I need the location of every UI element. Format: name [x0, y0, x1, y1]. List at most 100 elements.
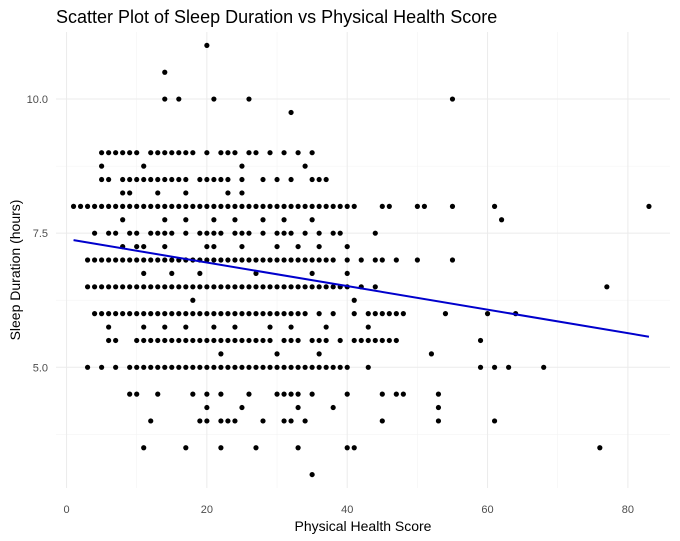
- data-point: [239, 364, 245, 370]
- data-point: [232, 217, 238, 223]
- data-point: [162, 243, 168, 250]
- data-point: [414, 257, 420, 263]
- data-point: [344, 270, 350, 277]
- data-point: [323, 284, 329, 290]
- data-point: [169, 230, 175, 236]
- data-point: [204, 311, 210, 317]
- data-point: [113, 257, 119, 263]
- data-point: [218, 230, 224, 236]
- data-point: [274, 243, 280, 250]
- data-point: [323, 176, 329, 183]
- data-point: [106, 176, 112, 183]
- data-point: [162, 324, 168, 330]
- data-point: [274, 391, 280, 397]
- data-point: [232, 324, 238, 330]
- data-point: [288, 391, 294, 397]
- data-point: [127, 391, 133, 397]
- data-point: [253, 150, 259, 156]
- data-point: [253, 257, 259, 263]
- data-point: [274, 364, 280, 370]
- data-point: [239, 311, 245, 317]
- data-point: [246, 230, 252, 236]
- data-point: [197, 284, 203, 290]
- data-point: [120, 217, 126, 223]
- data-point: [204, 284, 210, 290]
- data-point: [197, 230, 203, 236]
- data-point: [225, 190, 231, 196]
- data-point: [218, 284, 224, 290]
- data-point: [183, 203, 189, 209]
- data-point: [106, 257, 112, 263]
- data-point: [127, 203, 133, 209]
- data-point: [295, 445, 301, 451]
- data-point: [113, 311, 119, 317]
- data-point: [91, 284, 98, 290]
- data-point: [155, 311, 161, 317]
- data-point: [169, 284, 175, 290]
- data-point: [302, 418, 308, 424]
- data-point: [211, 284, 217, 290]
- data-point: [309, 203, 315, 209]
- data-point: [295, 257, 301, 263]
- data-point: [260, 217, 266, 223]
- data-point: [309, 176, 315, 183]
- data-point: [106, 230, 112, 236]
- data-point: [449, 203, 456, 209]
- data-point: [218, 445, 224, 451]
- data-point: [190, 297, 196, 303]
- data-point: [148, 311, 154, 317]
- data-point: [253, 445, 259, 451]
- data-point: [225, 337, 231, 344]
- data-point: [120, 257, 126, 263]
- data-point: [106, 284, 112, 290]
- data-point: [372, 284, 378, 290]
- y-tick-label: 5.0: [33, 362, 48, 374]
- data-point: [169, 270, 175, 277]
- data-point: [176, 311, 182, 317]
- data-point: [288, 109, 294, 116]
- data-point: [267, 364, 273, 370]
- data-point: [372, 311, 378, 317]
- data-point: [344, 203, 350, 209]
- data-point: [246, 203, 252, 209]
- data-point: [204, 404, 210, 411]
- data-point: [99, 150, 105, 156]
- data-point: [386, 311, 392, 317]
- data-point: [127, 176, 133, 183]
- data-point: [197, 418, 203, 424]
- data-point: [400, 311, 406, 317]
- data-point: [134, 150, 140, 156]
- data-point: [274, 176, 280, 183]
- data-point: [99, 284, 105, 290]
- data-point: [190, 284, 196, 290]
- data-point: [141, 163, 147, 169]
- data-point: [428, 351, 435, 357]
- data-point: [162, 311, 168, 317]
- data-point: [106, 337, 112, 344]
- data-point: [218, 418, 224, 424]
- data-point: [337, 230, 343, 236]
- data-point: [197, 311, 203, 317]
- data-point: [99, 163, 105, 169]
- data-point: [260, 230, 266, 236]
- data-point: [141, 257, 147, 263]
- data-point: [148, 230, 154, 236]
- data-point: [162, 337, 168, 344]
- data-point: [197, 176, 203, 183]
- data-point: [232, 284, 238, 290]
- data-point: [204, 230, 210, 236]
- x-tick-label: 60: [481, 504, 493, 516]
- data-point: [176, 203, 182, 209]
- data-point: [134, 243, 140, 250]
- data-point: [239, 230, 245, 236]
- data-point: [99, 176, 105, 183]
- data-point: [323, 257, 329, 263]
- data-point: [274, 203, 280, 209]
- y-axis-ticks: 5.0 7.5 10.0: [27, 94, 48, 374]
- data-point: [274, 230, 280, 236]
- data-point: [246, 364, 252, 370]
- data-point: [70, 203, 77, 209]
- data-point: [239, 284, 245, 290]
- data-point: [176, 150, 182, 156]
- data-point: [477, 337, 484, 344]
